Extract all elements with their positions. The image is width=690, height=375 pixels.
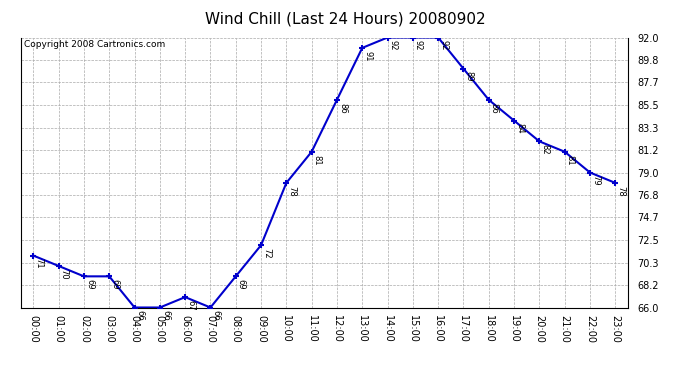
Text: 82: 82 — [540, 144, 549, 155]
Text: Wind Chill (Last 24 Hours) 20080902: Wind Chill (Last 24 Hours) 20080902 — [205, 11, 485, 26]
Text: 69: 69 — [237, 279, 246, 290]
Text: 91: 91 — [364, 51, 373, 61]
Text: 89: 89 — [464, 71, 473, 82]
Text: 69: 69 — [85, 279, 94, 290]
Text: 92: 92 — [388, 40, 397, 51]
Text: 70: 70 — [60, 269, 69, 279]
Text: 81: 81 — [313, 154, 322, 165]
Text: 67: 67 — [186, 300, 195, 310]
Text: 92: 92 — [440, 40, 449, 51]
Text: 78: 78 — [616, 186, 625, 196]
Text: 78: 78 — [288, 186, 297, 196]
Text: 86: 86 — [490, 103, 499, 113]
Text: 66: 66 — [136, 310, 145, 321]
Text: 86: 86 — [338, 103, 347, 113]
Text: 92: 92 — [414, 40, 423, 51]
Text: 81: 81 — [566, 154, 575, 165]
Text: 84: 84 — [515, 123, 524, 134]
Text: 69: 69 — [110, 279, 119, 290]
Text: Copyright 2008 Cartronics.com: Copyright 2008 Cartronics.com — [23, 40, 165, 49]
Text: 66: 66 — [212, 310, 221, 321]
Text: 71: 71 — [34, 258, 43, 269]
Text: 79: 79 — [591, 175, 600, 186]
Text: 72: 72 — [262, 248, 271, 259]
Text: 66: 66 — [161, 310, 170, 321]
